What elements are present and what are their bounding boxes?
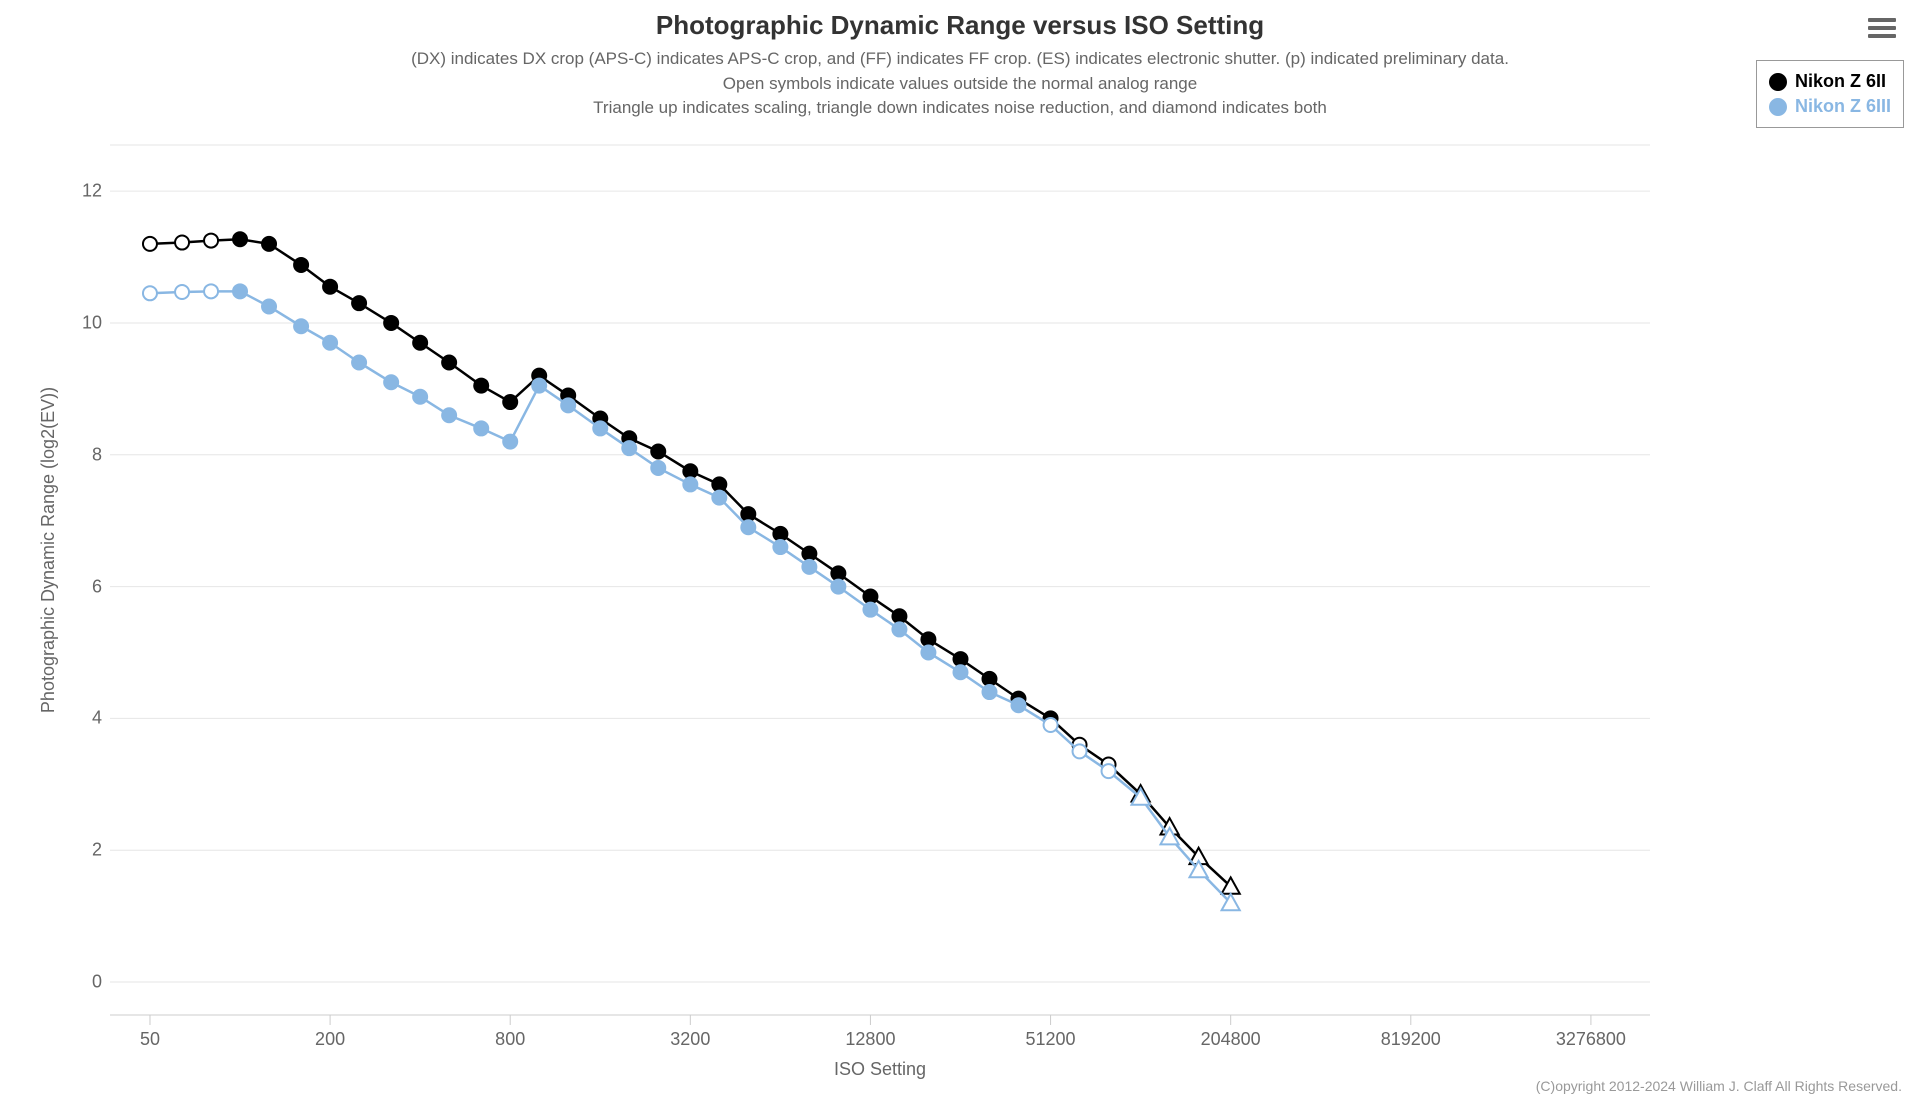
x-tick-label: 800 <box>495 1029 525 1050</box>
chart-container: Photographic Dynamic Range versus ISO Se… <box>0 0 1920 1104</box>
x-tick-label: 50 <box>140 1029 160 1050</box>
data-point[interactable] <box>953 652 967 666</box>
subtitle-line-2: Open symbols indicate values outside the… <box>723 74 1197 93</box>
data-point[interactable] <box>1073 744 1087 758</box>
y-tick-label: 2 <box>68 840 102 861</box>
data-point[interactable] <box>262 299 276 313</box>
x-tick-label: 3200 <box>670 1029 710 1050</box>
data-point[interactable] <box>204 234 218 248</box>
data-point[interactable] <box>262 237 276 251</box>
data-point[interactable] <box>204 284 218 298</box>
chart-title: Photographic Dynamic Range versus ISO Se… <box>0 10 1920 41</box>
chart-subtitle: (DX) indicates DX crop (APS-C) indicates… <box>210 47 1710 121</box>
data-point[interactable] <box>712 491 726 505</box>
data-point[interactable] <box>503 395 517 409</box>
data-point[interactable] <box>683 477 697 491</box>
legend: Nikon Z 6II Nikon Z 6III <box>1756 60 1904 128</box>
x-tick-label: 3276800 <box>1556 1029 1626 1050</box>
data-point[interactable] <box>143 237 157 251</box>
data-point[interactable] <box>593 421 607 435</box>
credits-text: (C)opyright 2012-2024 William J. Claff A… <box>1536 1078 1902 1094</box>
data-point[interactable] <box>741 507 755 521</box>
data-point[interactable] <box>323 336 337 350</box>
data-point[interactable] <box>442 408 456 422</box>
legend-marker-icon <box>1769 73 1787 91</box>
data-point[interactable] <box>1102 764 1116 778</box>
data-point[interactable] <box>982 672 996 686</box>
data-point[interactable] <box>921 632 935 646</box>
data-point[interactable] <box>143 286 157 300</box>
x-tick-label: 819200 <box>1381 1029 1441 1050</box>
x-tick-label: 51200 <box>1026 1029 1076 1050</box>
data-point[interactable] <box>474 421 488 435</box>
data-point[interactable] <box>921 646 935 660</box>
data-point[interactable] <box>233 232 247 246</box>
data-point[interactable] <box>953 665 967 679</box>
plot-area[interactable] <box>110 145 1650 1015</box>
data-point[interactable] <box>561 398 575 412</box>
data-point[interactable] <box>802 547 816 561</box>
subtitle-line-1: (DX) indicates DX crop (APS-C) indicates… <box>411 49 1509 68</box>
data-point[interactable] <box>175 285 189 299</box>
legend-label: Nikon Z 6III <box>1795 96 1891 117</box>
legend-marker-icon <box>1769 98 1787 116</box>
legend-label: Nikon Z 6II <box>1795 71 1886 92</box>
chart-svg <box>110 145 1650 1015</box>
data-point[interactable] <box>773 527 787 541</box>
legend-item-0[interactable]: Nikon Z 6II <box>1769 69 1891 94</box>
x-tick-label: 200 <box>315 1029 345 1050</box>
data-point[interactable] <box>1044 718 1058 732</box>
x-tick-label: 204800 <box>1201 1029 1261 1050</box>
data-point[interactable] <box>863 603 877 617</box>
data-point[interactable] <box>741 520 755 534</box>
data-point[interactable] <box>863 589 877 603</box>
series-line-1[interactable] <box>150 291 1231 903</box>
data-point[interactable] <box>773 540 787 554</box>
data-point[interactable] <box>413 390 427 404</box>
data-point[interactable] <box>384 375 398 389</box>
data-point[interactable] <box>413 336 427 350</box>
data-point[interactable] <box>384 316 398 330</box>
data-point[interactable] <box>831 580 845 594</box>
data-point[interactable] <box>294 319 308 333</box>
y-tick-label: 0 <box>68 972 102 993</box>
title-block: Photographic Dynamic Range versus ISO Se… <box>0 6 1920 121</box>
data-point[interactable] <box>651 461 665 475</box>
y-tick-label: 12 <box>68 181 102 202</box>
data-point[interactable] <box>831 566 845 580</box>
data-point[interactable] <box>712 477 726 491</box>
data-point[interactable] <box>683 464 697 478</box>
data-point[interactable] <box>323 280 337 294</box>
data-point[interactable] <box>892 622 906 636</box>
chart-menu-button[interactable] <box>1868 14 1896 38</box>
data-point[interactable] <box>352 356 366 370</box>
x-axis-label: ISO Setting <box>110 1059 1650 1080</box>
x-tick-label: 12800 <box>845 1029 895 1050</box>
data-point[interactable] <box>622 441 636 455</box>
series-line-0[interactable] <box>150 239 1231 886</box>
data-point[interactable] <box>352 296 366 310</box>
data-point[interactable] <box>294 258 308 272</box>
y-tick-label: 4 <box>68 708 102 729</box>
data-point[interactable] <box>532 379 546 393</box>
data-point[interactable] <box>474 379 488 393</box>
data-point[interactable] <box>651 444 665 458</box>
y-axis-label: Photographic Dynamic Range (log2(EV)) <box>38 350 59 750</box>
data-point[interactable] <box>442 356 456 370</box>
data-point[interactable] <box>233 284 247 298</box>
hamburger-icon <box>1868 18 1896 22</box>
data-point[interactable] <box>1011 698 1025 712</box>
legend-item-1[interactable]: Nikon Z 6III <box>1769 94 1891 119</box>
y-tick-label: 10 <box>68 312 102 333</box>
data-point[interactable] <box>175 236 189 250</box>
data-point[interactable] <box>503 435 517 449</box>
y-tick-label: 8 <box>68 444 102 465</box>
y-tick-label: 6 <box>68 576 102 597</box>
subtitle-line-3: Triangle up indicates scaling, triangle … <box>593 98 1327 117</box>
data-point[interactable] <box>982 685 996 699</box>
data-point[interactable] <box>892 609 906 623</box>
data-point[interactable] <box>802 560 816 574</box>
